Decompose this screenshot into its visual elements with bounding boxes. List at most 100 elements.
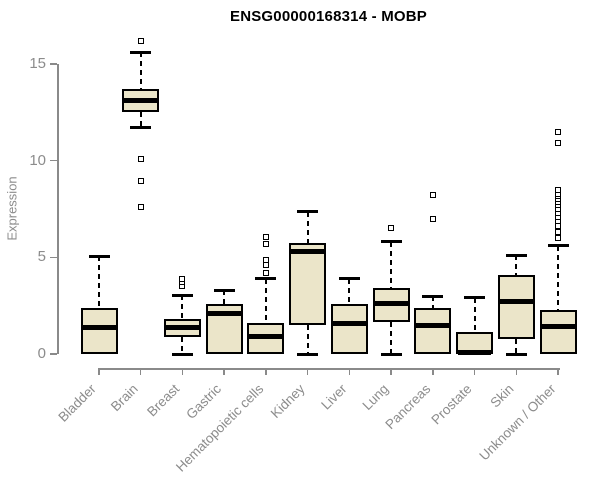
median-pancreas: [416, 322, 450, 328]
box-skin: [497, 274, 535, 339]
outlier-unknown-other: [555, 229, 562, 236]
x-tick-label: Brain: [108, 381, 142, 415]
x-tick-label: Bladder: [55, 381, 100, 425]
x-tick-label: Lung: [359, 381, 392, 414]
x-tick-label: Kidney: [268, 381, 308, 421]
x-tick-label: Skin: [487, 381, 517, 411]
upper-whisker-line-bladder: [98, 256, 100, 308]
outlier-hematopoietic-cells: [262, 240, 269, 247]
outlier-hematopoietic-cells: [262, 269, 269, 276]
x-axis-line: [99, 368, 560, 370]
median-unknown-other: [541, 324, 575, 330]
upper-whisker-line-kidney: [306, 211, 309, 243]
median-hematopoietic-cells: [249, 334, 283, 340]
upper-whisker-cap-bladder: [88, 254, 110, 258]
y-axis-line: [57, 64, 59, 354]
outlier-brain: [137, 155, 144, 162]
lower-whisker-cap-kidney: [297, 352, 319, 356]
median-prostate: [458, 349, 492, 355]
upper-whisker-cap-lung: [380, 240, 402, 244]
upper-whisker-cap-kidney: [297, 210, 319, 214]
outlier-lung: [388, 225, 395, 232]
box-bladder: [80, 307, 118, 354]
outlier-unknown-other: [555, 235, 562, 242]
median-brain: [124, 98, 158, 104]
y-axis-tick: [50, 159, 57, 162]
outlier-hematopoietic-cells: [262, 234, 269, 241]
y-tick-label: 0: [37, 345, 46, 362]
median-liver: [332, 320, 366, 326]
x-tick-label: Liver: [318, 381, 350, 413]
upper-whisker-line-breast: [181, 295, 184, 320]
outlier-brain: [137, 37, 144, 44]
outlier-brain: [137, 177, 144, 184]
median-kidney: [291, 249, 325, 255]
chart-title: ENSG00000168314 - MOBP: [229, 8, 427, 25]
y-tick-label: 15: [29, 55, 46, 73]
upper-whisker-line-liver: [348, 278, 351, 304]
lower-whisker-cap-brain: [130, 126, 152, 130]
x-tick-label: Breast: [144, 381, 183, 420]
outlier-hematopoietic-cells: [262, 257, 269, 264]
upper-whisker-cap-pancreas: [422, 294, 444, 298]
upper-whisker-cap-unknown-other: [547, 244, 569, 248]
median-gastric: [207, 310, 241, 316]
box-pancreas: [414, 307, 452, 354]
upper-whisker-cap-liver: [338, 277, 360, 281]
x-axis-tick: [306, 368, 309, 375]
x-axis-tick: [473, 368, 476, 375]
x-axis-tick: [139, 368, 142, 375]
median-bladder: [82, 325, 116, 331]
box-unknown-other: [539, 309, 577, 354]
x-axis-tick: [181, 368, 184, 375]
upper-whisker-line-skin: [515, 255, 518, 275]
upper-whisker-cap-breast: [171, 293, 193, 297]
x-axis-tick: [432, 368, 434, 375]
median-lung: [374, 301, 408, 307]
x-axis-tick: [515, 368, 518, 375]
box-liver: [330, 303, 368, 354]
upper-whisker-line-prostate: [473, 297, 476, 332]
box-kidney: [289, 242, 327, 325]
upper-whisker-line-brain: [139, 52, 142, 90]
lower-whisker-cap-breast: [171, 352, 193, 356]
outlier-brain: [137, 204, 144, 211]
upper-whisker-cap-gastric: [213, 288, 235, 292]
outlier-breast: [179, 275, 186, 282]
upper-whisker-line-hematopoietic-cells: [264, 278, 267, 324]
outlier-unknown-other: [555, 223, 562, 230]
lower-whisker-cap-lung: [380, 352, 402, 356]
median-breast: [165, 325, 199, 331]
y-axis-tick: [50, 353, 57, 355]
y-tick-label: 10: [29, 151, 46, 169]
x-axis-tick: [223, 368, 225, 375]
outlier-pancreas: [429, 192, 436, 199]
upper-whisker-line-unknown-other: [557, 245, 560, 310]
x-tick-label: Unknown / Other: [476, 381, 559, 464]
x-axis-tick: [348, 368, 351, 375]
x-tick-label: Prostate: [428, 381, 475, 428]
lower-whisker-line-skin: [515, 338, 518, 354]
outlier-unknown-other: [555, 186, 562, 193]
x-axis-tick: [265, 368, 267, 375]
upper-whisker-line-lung: [390, 241, 393, 289]
y-tick-label: 5: [37, 248, 46, 266]
lower-whisker-line-brain: [139, 112, 142, 128]
x-tick-label: Pancreas: [382, 381, 434, 433]
upper-whisker-cap-prostate: [464, 296, 486, 300]
outlier-unknown-other: [555, 140, 562, 147]
outlier-pancreas: [429, 215, 436, 222]
lower-whisker-line-kidney: [306, 325, 309, 354]
x-axis-tick: [390, 368, 392, 375]
lower-whisker-line-breast: [181, 336, 184, 354]
outlier-unknown-other: [555, 128, 562, 135]
upper-whisker-cap-skin: [505, 253, 527, 257]
median-skin: [499, 299, 533, 305]
y-axis-tick: [50, 256, 57, 259]
lower-whisker-line-lung: [390, 322, 393, 354]
x-axis-tick: [98, 368, 100, 375]
x-axis-tick: [557, 368, 559, 375]
upper-whisker-line-gastric: [223, 290, 226, 304]
upper-whisker-cap-hematopoietic-cells: [255, 277, 277, 281]
